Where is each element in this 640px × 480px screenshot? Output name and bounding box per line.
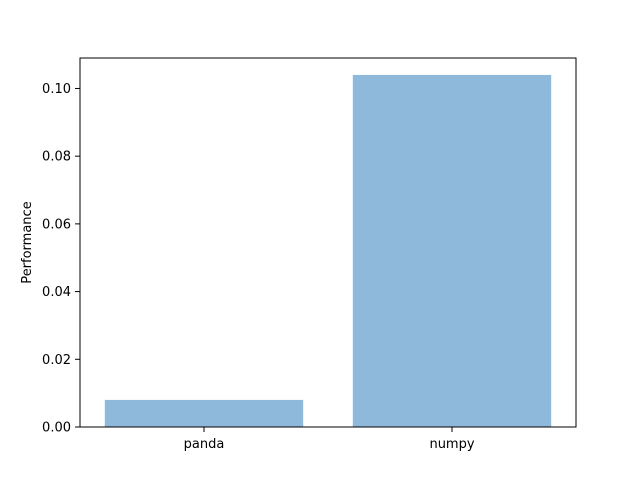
x-axis-ticks: panda numpy <box>184 427 475 452</box>
bar-numpy <box>352 74 552 427</box>
y-tick-label: 0.02 <box>42 353 71 368</box>
y-tick-label: 0.08 <box>42 150 71 165</box>
bars-group <box>104 74 552 427</box>
y-tick-label: 0.00 <box>42 421 71 436</box>
y-axis-ticks: 0.00 0.02 0.04 0.06 0.08 0.10 <box>42 82 80 436</box>
x-tick-label: numpy <box>429 437 474 452</box>
bar-panda <box>104 399 304 427</box>
y-tick-label: 0.04 <box>42 285 71 300</box>
y-tick-label: 0.06 <box>42 217 71 232</box>
x-tick-label: panda <box>184 437 225 452</box>
plot-frame <box>79 57 577 428</box>
y-axis-label: Performance <box>20 201 35 283</box>
y-tick-label: 0.10 <box>42 82 71 97</box>
